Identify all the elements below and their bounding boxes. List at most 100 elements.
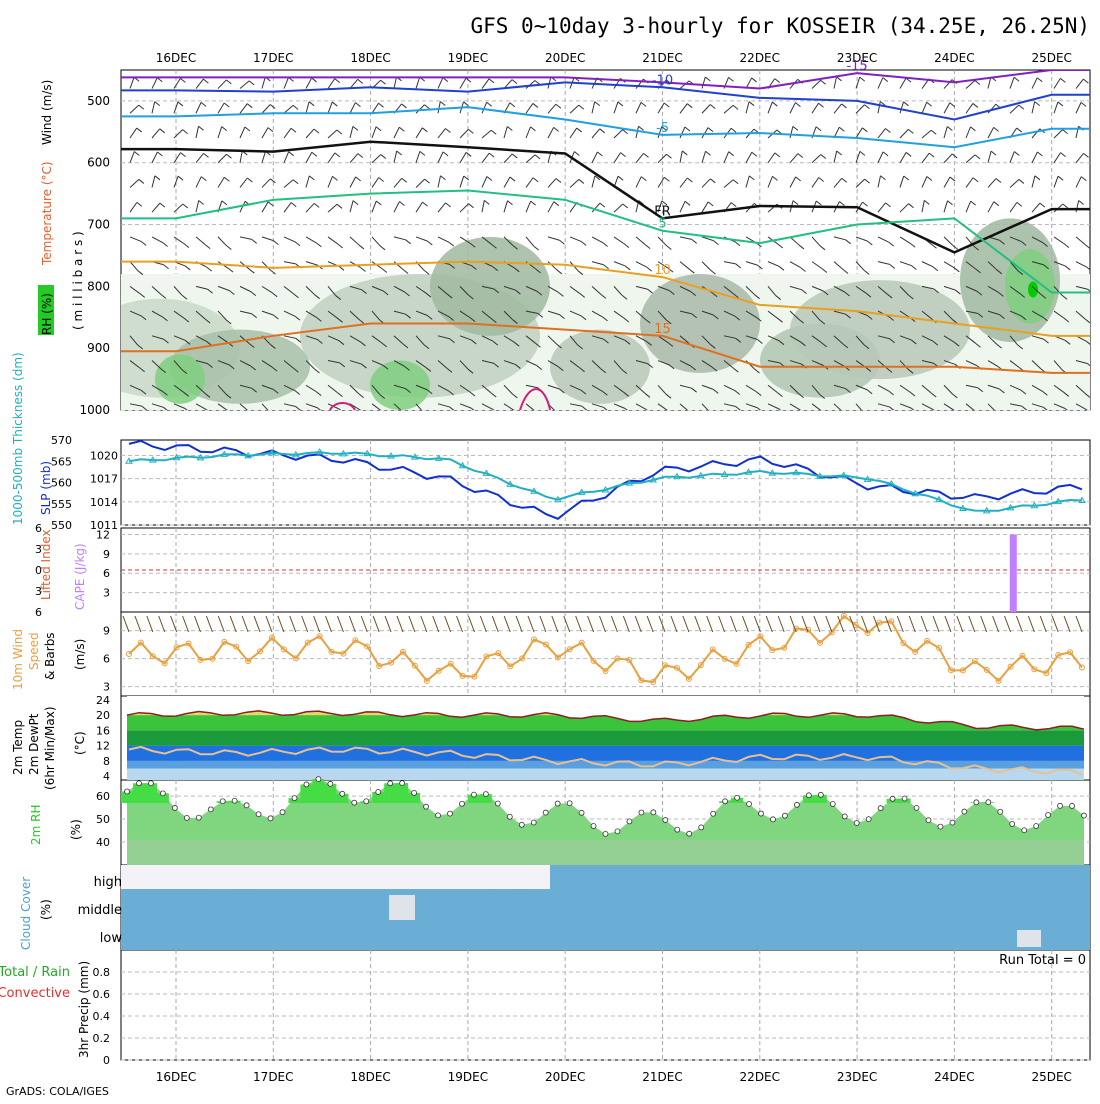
wind-barb xyxy=(468,616,474,632)
barb-flag xyxy=(860,151,865,155)
barb-flag xyxy=(183,204,188,208)
upper-wind-barb xyxy=(152,129,165,138)
barb-flag xyxy=(226,246,231,250)
barb-staff xyxy=(966,103,973,113)
upper-wind-barb xyxy=(262,202,273,212)
panel-frame xyxy=(121,950,1090,1060)
barb-staff xyxy=(196,102,201,113)
barb-flag xyxy=(749,176,754,180)
barb-staff xyxy=(900,176,904,187)
barb-flag xyxy=(530,127,535,131)
barb-staff xyxy=(988,179,996,188)
barb-flag xyxy=(180,78,185,82)
rh-marker xyxy=(471,792,476,797)
upper-wind-barb xyxy=(306,176,314,188)
y-tick-rh: 60 xyxy=(96,790,110,803)
wind-barb xyxy=(337,616,343,632)
y-tick-precip: 0.4 xyxy=(93,1010,111,1023)
upper-wind-barb xyxy=(284,180,298,188)
barb-flag xyxy=(1065,266,1070,270)
upper-wind-barb xyxy=(856,237,872,245)
upper-wind-barb xyxy=(1076,102,1086,113)
barb-staff xyxy=(768,102,772,113)
rh-marker xyxy=(256,812,261,817)
upper-wind-barb xyxy=(394,178,407,187)
wind-barb xyxy=(766,616,772,632)
barb-staff xyxy=(944,154,952,163)
upper-wind-barb xyxy=(548,202,559,212)
barb-staff xyxy=(570,105,579,113)
upper-wind-barb xyxy=(900,262,916,270)
barb-flag xyxy=(164,265,169,269)
upper-wind-barb xyxy=(526,103,538,113)
upper-wind-barb xyxy=(152,176,160,188)
barb-flag xyxy=(664,177,669,181)
barb-staff xyxy=(196,200,199,212)
barb-flag xyxy=(749,102,754,106)
ylabel-wind-units: (m/s) xyxy=(73,639,87,670)
upper-wind-barb xyxy=(834,151,842,163)
rh-marker xyxy=(340,791,345,796)
upper-wind-barb xyxy=(856,179,870,187)
upper-wind-barb xyxy=(702,179,715,188)
barb-staff xyxy=(284,262,296,264)
upper-wind-barb xyxy=(944,126,952,138)
barb-flag xyxy=(139,105,144,109)
rh-marker xyxy=(926,818,931,823)
upper-wind-barb xyxy=(592,152,602,163)
upper-wind-barb xyxy=(900,78,911,88)
barb-staff xyxy=(790,237,799,245)
barb-flag xyxy=(793,201,798,205)
barb-staff xyxy=(174,237,184,244)
ylabel-cape: CAPE (J/kg) xyxy=(73,543,87,610)
barb-staff xyxy=(262,128,268,138)
upper-wind-barb xyxy=(592,102,600,114)
rh-marker xyxy=(735,795,740,800)
barb-flag xyxy=(466,152,471,156)
upper-wind-barb xyxy=(724,262,741,268)
rh-marker xyxy=(902,796,907,801)
rh-marker xyxy=(292,796,297,801)
rh-marker xyxy=(591,824,596,829)
wind-barb xyxy=(266,616,272,632)
barb-staff xyxy=(240,151,242,163)
wind-barb xyxy=(945,616,951,632)
barb-staff xyxy=(636,126,638,138)
wind-barb xyxy=(552,616,558,632)
barb-flag xyxy=(821,155,826,159)
barb-staff xyxy=(328,153,335,163)
barb-staff xyxy=(768,262,779,267)
rh-marker xyxy=(543,810,548,815)
barb-staff xyxy=(680,237,692,239)
wind-barb xyxy=(457,616,463,632)
barb-flag xyxy=(427,241,432,245)
barb-flag xyxy=(222,201,227,205)
upper-wind-barb xyxy=(526,127,535,138)
barb-staff xyxy=(372,178,379,188)
rh-high-band xyxy=(133,783,145,803)
barb-flag xyxy=(1079,200,1084,204)
wind-barb xyxy=(707,616,713,632)
y-tick-precip: 0.8 xyxy=(93,966,111,979)
barb-flag xyxy=(927,176,932,180)
barb-staff xyxy=(1076,79,1083,88)
wind-barb xyxy=(611,616,617,632)
barb-staff xyxy=(548,179,556,188)
y-tick-temp: 24 xyxy=(96,694,110,707)
barb-flag xyxy=(1019,179,1024,183)
upper-wind-barb xyxy=(218,103,229,113)
barb-staff xyxy=(548,104,556,113)
upper-wind-barb xyxy=(262,128,273,138)
rh-marker xyxy=(1070,803,1075,808)
upper-wind-barb xyxy=(482,200,489,212)
upper-wind-barb xyxy=(922,176,932,187)
upper-wind-barb xyxy=(548,237,565,244)
upper-wind-barb xyxy=(570,105,584,113)
barb-flag xyxy=(252,239,257,243)
upper-wind-barb xyxy=(856,262,869,275)
barb-flag xyxy=(178,176,183,180)
date-label-top: 22DEC xyxy=(740,51,780,65)
rh2m-side-labels: 2m RH (%) xyxy=(29,805,83,846)
upper-wind-barb xyxy=(438,152,448,163)
upper-wind-barb xyxy=(900,237,915,247)
